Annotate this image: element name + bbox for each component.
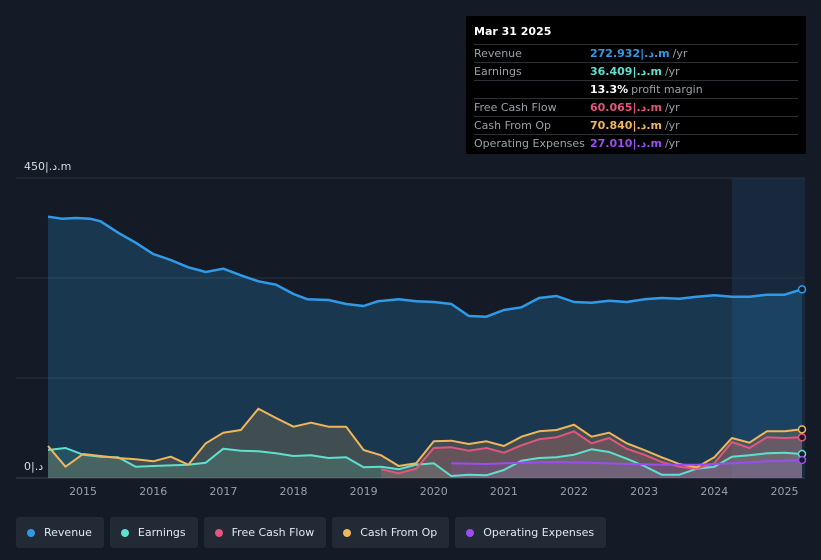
x-tick-label: 2016 [139, 485, 167, 498]
x-tick-label: 2017 [209, 485, 237, 498]
tooltip-row-cash-from-op: Cash From Op 70.840|.د.m/yr [474, 116, 798, 134]
legend-earnings[interactable]: Earnings [109, 517, 198, 548]
cash-from-op-line [47, 407, 803, 469]
tooltip-date: Mar 31 2025 [474, 25, 552, 38]
x-tick-label: 2024 [700, 485, 728, 498]
legend-label: Free Cash Flow [231, 526, 315, 539]
x-tick-label: 2019 [350, 485, 378, 498]
legend-label: Operating Expenses [483, 526, 595, 539]
legend-label: Cash From Op [360, 526, 438, 539]
legend-label: Earnings [137, 526, 186, 539]
tooltip-value: 13.3% [590, 83, 629, 96]
legend-revenue[interactable]: Revenue [16, 517, 104, 548]
legend-operating-expenses[interactable]: Operating Expenses [455, 517, 607, 548]
tooltip-value: 272.932|.د.m [590, 47, 670, 60]
tooltip-unit: /yr [672, 47, 688, 60]
tooltip-unit: /yr [664, 137, 680, 150]
operating-expenses-end-marker [797, 455, 807, 465]
cash-from-op-area [48, 408, 802, 478]
free-cash-flow-end-marker [797, 433, 807, 442]
legend-dot-icon [466, 528, 475, 537]
tooltip-unit: /yr [664, 65, 680, 78]
chart-legend: Revenue Earnings Free Cash Flow Cash From O… [16, 517, 607, 548]
tooltip-row-profit-margin: 13.3% profit margin [474, 80, 798, 98]
x-tick-label: 2021 [490, 485, 518, 498]
tooltip-label: Free Cash Flow [474, 101, 557, 114]
legend-dot-icon [27, 528, 35, 537]
legend-dot-icon [120, 528, 129, 537]
data-tooltip: Mar 31 2025 Revenue 272.932|.د.m/yr Earnin… [466, 16, 806, 154]
forecast-region [731, 178, 805, 478]
legend-free-cash-flow[interactable]: Free Cash Flow [203, 517, 327, 548]
tooltip-row-revenue: Revenue 272.932|.د.m/yr [474, 44, 798, 62]
tooltip-row-earnings: Earnings 36.409|.د.m/yr [474, 62, 798, 80]
tooltip-value: 27.010|.د.m [590, 137, 662, 150]
tooltip-label: Earnings [474, 65, 522, 78]
tooltip-label: Cash From Op [474, 119, 552, 132]
legend-cash-from-op[interactable]: Cash From Op [332, 517, 450, 548]
x-tick-label: 2015 [69, 485, 97, 498]
tooltip-label: Revenue [474, 47, 522, 60]
legend-label: Revenue [44, 526, 92, 539]
revenue-line [47, 215, 803, 318]
y-axis-bottom-label: 0|.د [24, 460, 43, 473]
free-cash-flow-area [381, 431, 802, 478]
tooltip-row-free-cash-flow: Free Cash Flow 60.065|.د.m/yr [474, 98, 798, 116]
tooltip-value: 60.065|.د.m [590, 101, 662, 114]
x-tick-label: 2025 [770, 485, 798, 498]
x-tick-label: 2022 [560, 485, 588, 498]
y-axis-top-label: 450|.د.m [24, 160, 71, 173]
free-cash-flow-line [380, 430, 803, 475]
tooltip-unit: /yr [664, 101, 680, 114]
legend-dot-icon [214, 528, 223, 537]
tooltip-unit: profit margin [631, 83, 703, 96]
earnings-area [48, 448, 802, 478]
revenue-area [48, 216, 802, 478]
tooltip-value: 70.840|.د.m [590, 119, 662, 132]
revenue-end-marker [797, 285, 807, 294]
tooltip-row-operating-expenses: Operating Expenses 27.010|.د.m/yr [474, 134, 798, 152]
tooltip-unit: /yr [664, 119, 680, 132]
tooltip-label: Operating Expenses [474, 137, 585, 150]
legend-dot-icon [343, 528, 352, 537]
operating-expenses-line [451, 459, 803, 466]
x-tick-label: 2023 [630, 485, 658, 498]
tooltip-value: 36.409|.د.m [590, 65, 662, 78]
x-tick-label: 2020 [420, 485, 448, 498]
cash-from-op-end-marker [797, 425, 807, 434]
x-tick-label: 2018 [279, 485, 307, 498]
